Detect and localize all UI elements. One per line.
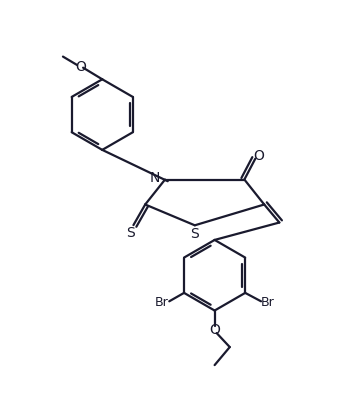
Text: S: S [191,227,199,241]
Text: S: S [126,226,135,240]
Text: O: O [209,323,220,337]
Text: Br: Br [261,297,275,309]
Text: N: N [150,171,160,185]
Text: O: O [75,60,86,74]
Text: O: O [253,149,264,163]
Text: Br: Br [155,297,168,309]
